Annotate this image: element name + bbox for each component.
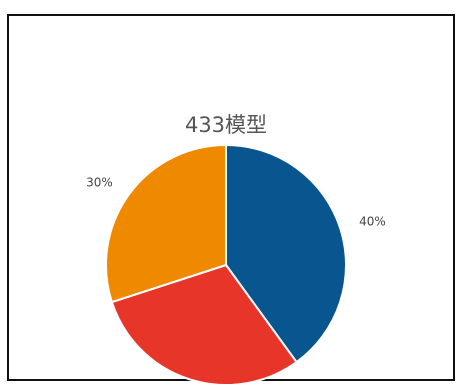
pie-slice-1 <box>110 263 298 386</box>
chart-title: 433模型 <box>185 113 267 137</box>
pie-slice-label-2: 30% <box>86 176 113 190</box>
pie-slice-2 <box>105 143 227 304</box>
pie-slice-0 <box>225 143 347 364</box>
pie-slices <box>105 143 347 386</box>
pie-slice-labels: 40% 30% <box>86 176 386 229</box>
pie-slice-label-0: 40% <box>359 215 386 229</box>
